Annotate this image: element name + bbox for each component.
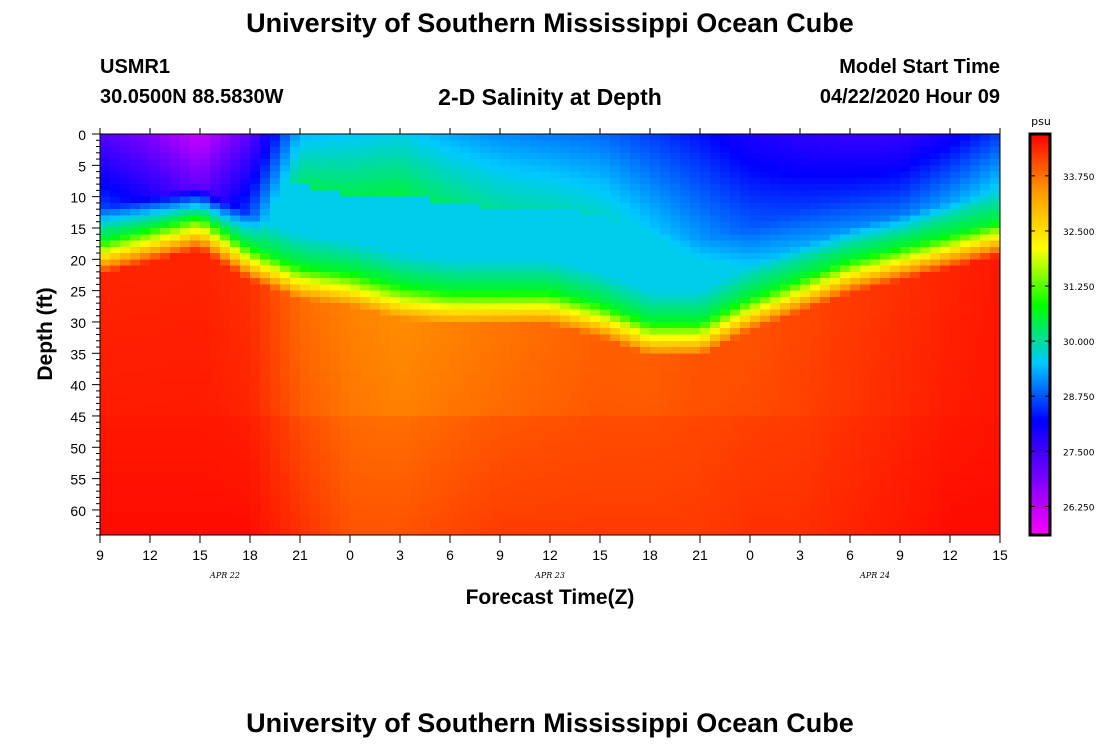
station-coordinates: 30.0500N 88.5830W [100,86,284,108]
plot-title: 2-D Salinity at Depth [438,84,662,110]
colorbar-tick-label: 26.250 [1063,503,1095,513]
x-tick-label: 9 [96,547,104,563]
y-tick-label: 10 [70,190,86,206]
y-tick-label: 30 [70,315,86,331]
x-tick-label: 12 [142,547,158,563]
x-tick-label: 12 [542,547,558,563]
x-tick-label: 15 [592,547,608,563]
x-tick-label: 3 [796,547,804,563]
y-tick-label: 60 [70,503,86,519]
x-tick-label: 21 [692,547,708,563]
x-tick-label: 12 [942,547,958,563]
x-tick-label: 9 [496,547,504,563]
y-axis: 0 5 10 15 20 25 30 35 40 45 50 55 60 [70,127,100,536]
x-tick-label: 18 [242,547,258,563]
y-tick-label: 55 [70,472,86,488]
colorbar-tick-label: 27.500 [1063,448,1095,458]
day-label: APR 23 [534,571,565,580]
colorbar-tick-label: 28.750 [1063,393,1095,403]
x-tick-label: 21 [292,547,308,563]
x-axis: 9 12 15 18 21 0 3 6 9 12 15 18 21 0 3 6 9 12 15 [96,128,1008,563]
x-tick-label: 15 [992,547,1008,563]
colorbar-tick-label: 30.000 [1063,338,1095,348]
y-tick-label: 35 [70,346,86,362]
x-axis-title: Forecast Time(Z) [466,586,635,609]
salinity-heatmap [100,134,1000,535]
y-axis-title: Depth (ft) [34,287,57,380]
y-tick-label: 40 [70,378,86,394]
y-tick-label: 25 [70,284,86,300]
colorbar [1028,132,1052,537]
day-label: APR 24 [859,571,890,580]
x-tick-label: 0 [346,547,354,563]
model-start-label: Model Start Time [839,56,1000,78]
x-tick-label: 6 [446,547,454,563]
day-labels: APR 22 APR 23 APR 24 [209,571,890,580]
y-tick-label: 0 [78,127,86,143]
y-tick-label: 20 [70,252,86,268]
x-tick-label: 15 [192,547,208,563]
y-tick-label: 15 [70,221,86,237]
x-tick-label: 9 [896,547,904,563]
colorbar-tick-label: 33.750 [1063,173,1095,183]
x-tick-label: 6 [846,547,854,563]
colorbar-unit: psu [1031,115,1051,128]
y-tick-label: 45 [70,409,86,425]
model-start-value: 04/22/2020 Hour 09 [819,86,1000,108]
footer-title: University of Southern Mississippi Ocean… [246,708,854,738]
colorbar-ticks: 26.250 27.500 28.750 30.000 31.250 32.500 33.7… [1030,173,1095,513]
colorbar-tick-label: 31.250 [1063,283,1095,293]
station-id: USMR1 [100,56,171,78]
page-title: University of Southern Mississippi Ocean… [246,8,854,38]
y-tick-label: 5 [78,158,86,174]
x-tick-label: 18 [642,547,658,563]
day-label: APR 22 [209,571,240,580]
y-tick-label: 50 [70,440,86,456]
x-tick-label: 3 [396,547,404,563]
x-tick-label: 0 [746,547,754,563]
colorbar-tick-label: 32.500 [1063,228,1095,238]
